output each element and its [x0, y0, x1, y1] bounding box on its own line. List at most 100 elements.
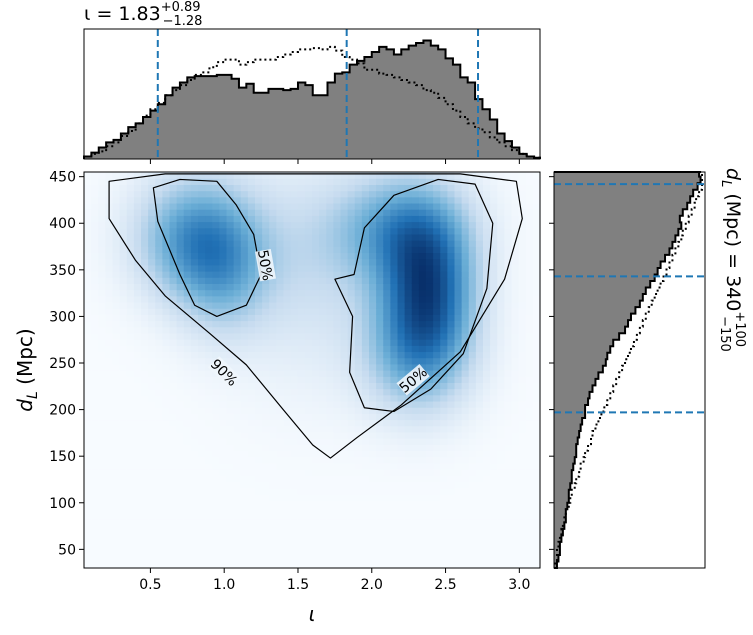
heatmap-cell	[276, 240, 285, 247]
heatmap-cell	[84, 295, 92, 303]
heatmap-cell	[454, 326, 463, 334]
heatmap-cell	[333, 407, 342, 414]
heatmap-cell	[190, 450, 199, 458]
heatmap-cell	[247, 326, 256, 334]
heatmap-cell	[262, 240, 270, 247]
heatmap-cell	[361, 246, 370, 254]
heatmap-cell	[190, 351, 199, 359]
heatmap-cell	[233, 407, 242, 414]
heatmap-cell	[532, 258, 541, 266]
heatmap-cell	[304, 475, 313, 482]
heatmap-cell	[290, 326, 299, 334]
heatmap-cell	[269, 252, 277, 260]
heatmap-cell	[333, 543, 342, 551]
heatmap-cell	[369, 345, 377, 353]
heatmap-cell	[312, 555, 320, 563]
heatmap-cell	[326, 271, 334, 278]
heatmap-cell	[312, 246, 320, 254]
heatmap-cell	[326, 196, 334, 204]
heatmap-cell	[190, 277, 199, 284]
heatmap-cell	[155, 376, 163, 383]
heatmap-cell	[126, 419, 135, 427]
heatmap-cell	[319, 308, 327, 315]
heatmap-cell	[390, 438, 399, 445]
heatmap-cell	[126, 469, 135, 476]
heatmap-cell	[440, 190, 448, 198]
heatmap-cell	[262, 469, 270, 476]
heatmap-cell	[347, 357, 356, 365]
heatmap-cell	[483, 289, 491, 297]
heatmap-cell	[141, 475, 149, 482]
heatmap-cell	[354, 431, 363, 439]
heatmap-cell	[141, 382, 149, 390]
heatmap-cell	[369, 301, 377, 309]
heatmap-cell	[490, 407, 498, 414]
heatmap-cell	[404, 184, 413, 192]
heatmap-cell	[84, 252, 92, 260]
heatmap-cell	[390, 400, 399, 408]
heatmap-cell	[383, 413, 391, 421]
heatmap-cell	[304, 444, 313, 452]
heatmap-cell	[155, 524, 163, 532]
heatmap-cell	[497, 308, 505, 315]
heatmap-cell	[390, 246, 399, 254]
heatmap-cell	[84, 388, 92, 396]
heatmap-cell	[390, 475, 399, 482]
heatmap-cell	[247, 233, 256, 241]
heatmap-cell	[433, 512, 441, 520]
heatmap-cell	[518, 252, 527, 260]
heatmap-cell	[105, 376, 114, 383]
heatmap-cell	[169, 400, 178, 408]
heatmap-cell	[219, 326, 228, 334]
heatmap-cell	[198, 487, 206, 495]
heatmap-cell	[169, 258, 178, 266]
heatmap-cell	[247, 524, 256, 532]
heatmap-cell	[276, 555, 285, 563]
heatmap-cell	[475, 450, 484, 458]
heatmap-cell	[91, 202, 99, 210]
heatmap-cell	[447, 561, 456, 569]
heatmap-cell	[240, 444, 249, 452]
heatmap-cell	[504, 283, 513, 291]
heatmap-cell	[190, 413, 199, 421]
heatmap-cell	[447, 264, 456, 272]
heatmap-cell	[326, 450, 334, 458]
heatmap-cell	[262, 438, 270, 445]
heatmap-cell	[475, 209, 484, 216]
heatmap-cell	[525, 475, 534, 482]
heatmap-cell	[98, 184, 106, 192]
heatmap-cell	[525, 221, 534, 229]
heatmap-cell	[361, 258, 370, 266]
heatmap-cell	[240, 555, 249, 563]
heatmap-cell	[468, 289, 477, 297]
heatmap-cell	[504, 339, 513, 346]
heatmap-cell	[141, 233, 149, 241]
heatmap-cell	[226, 277, 235, 284]
heatmap-cell	[233, 394, 242, 402]
heatmap-cell	[212, 289, 220, 297]
heatmap-cell	[155, 184, 163, 192]
heatmap-cell	[461, 209, 470, 216]
heatmap-cell	[262, 227, 270, 235]
heatmap-cell	[383, 394, 391, 402]
heatmap-cell	[383, 289, 391, 297]
heatmap-cell	[390, 543, 399, 551]
heatmap-cell	[369, 202, 377, 210]
heatmap-cell	[155, 419, 163, 427]
heatmap-cell	[454, 351, 463, 359]
heatmap-cell	[262, 543, 270, 551]
heatmap-cell	[326, 543, 334, 551]
heatmap-cell	[312, 308, 320, 315]
heatmap-cell	[219, 227, 228, 235]
heatmap-cell	[447, 277, 456, 284]
heatmap-cell	[176, 332, 185, 340]
heatmap-cell	[475, 407, 484, 414]
heatmap-cell	[426, 543, 434, 551]
heatmap-cell	[447, 407, 456, 414]
heatmap-cell	[262, 339, 270, 346]
heatmap-cell	[283, 549, 292, 557]
heatmap-cell	[141, 469, 149, 476]
heatmap-cell	[176, 444, 185, 452]
heatmap-cell	[176, 178, 185, 185]
x-tick-label: 3.0	[508, 577, 530, 593]
